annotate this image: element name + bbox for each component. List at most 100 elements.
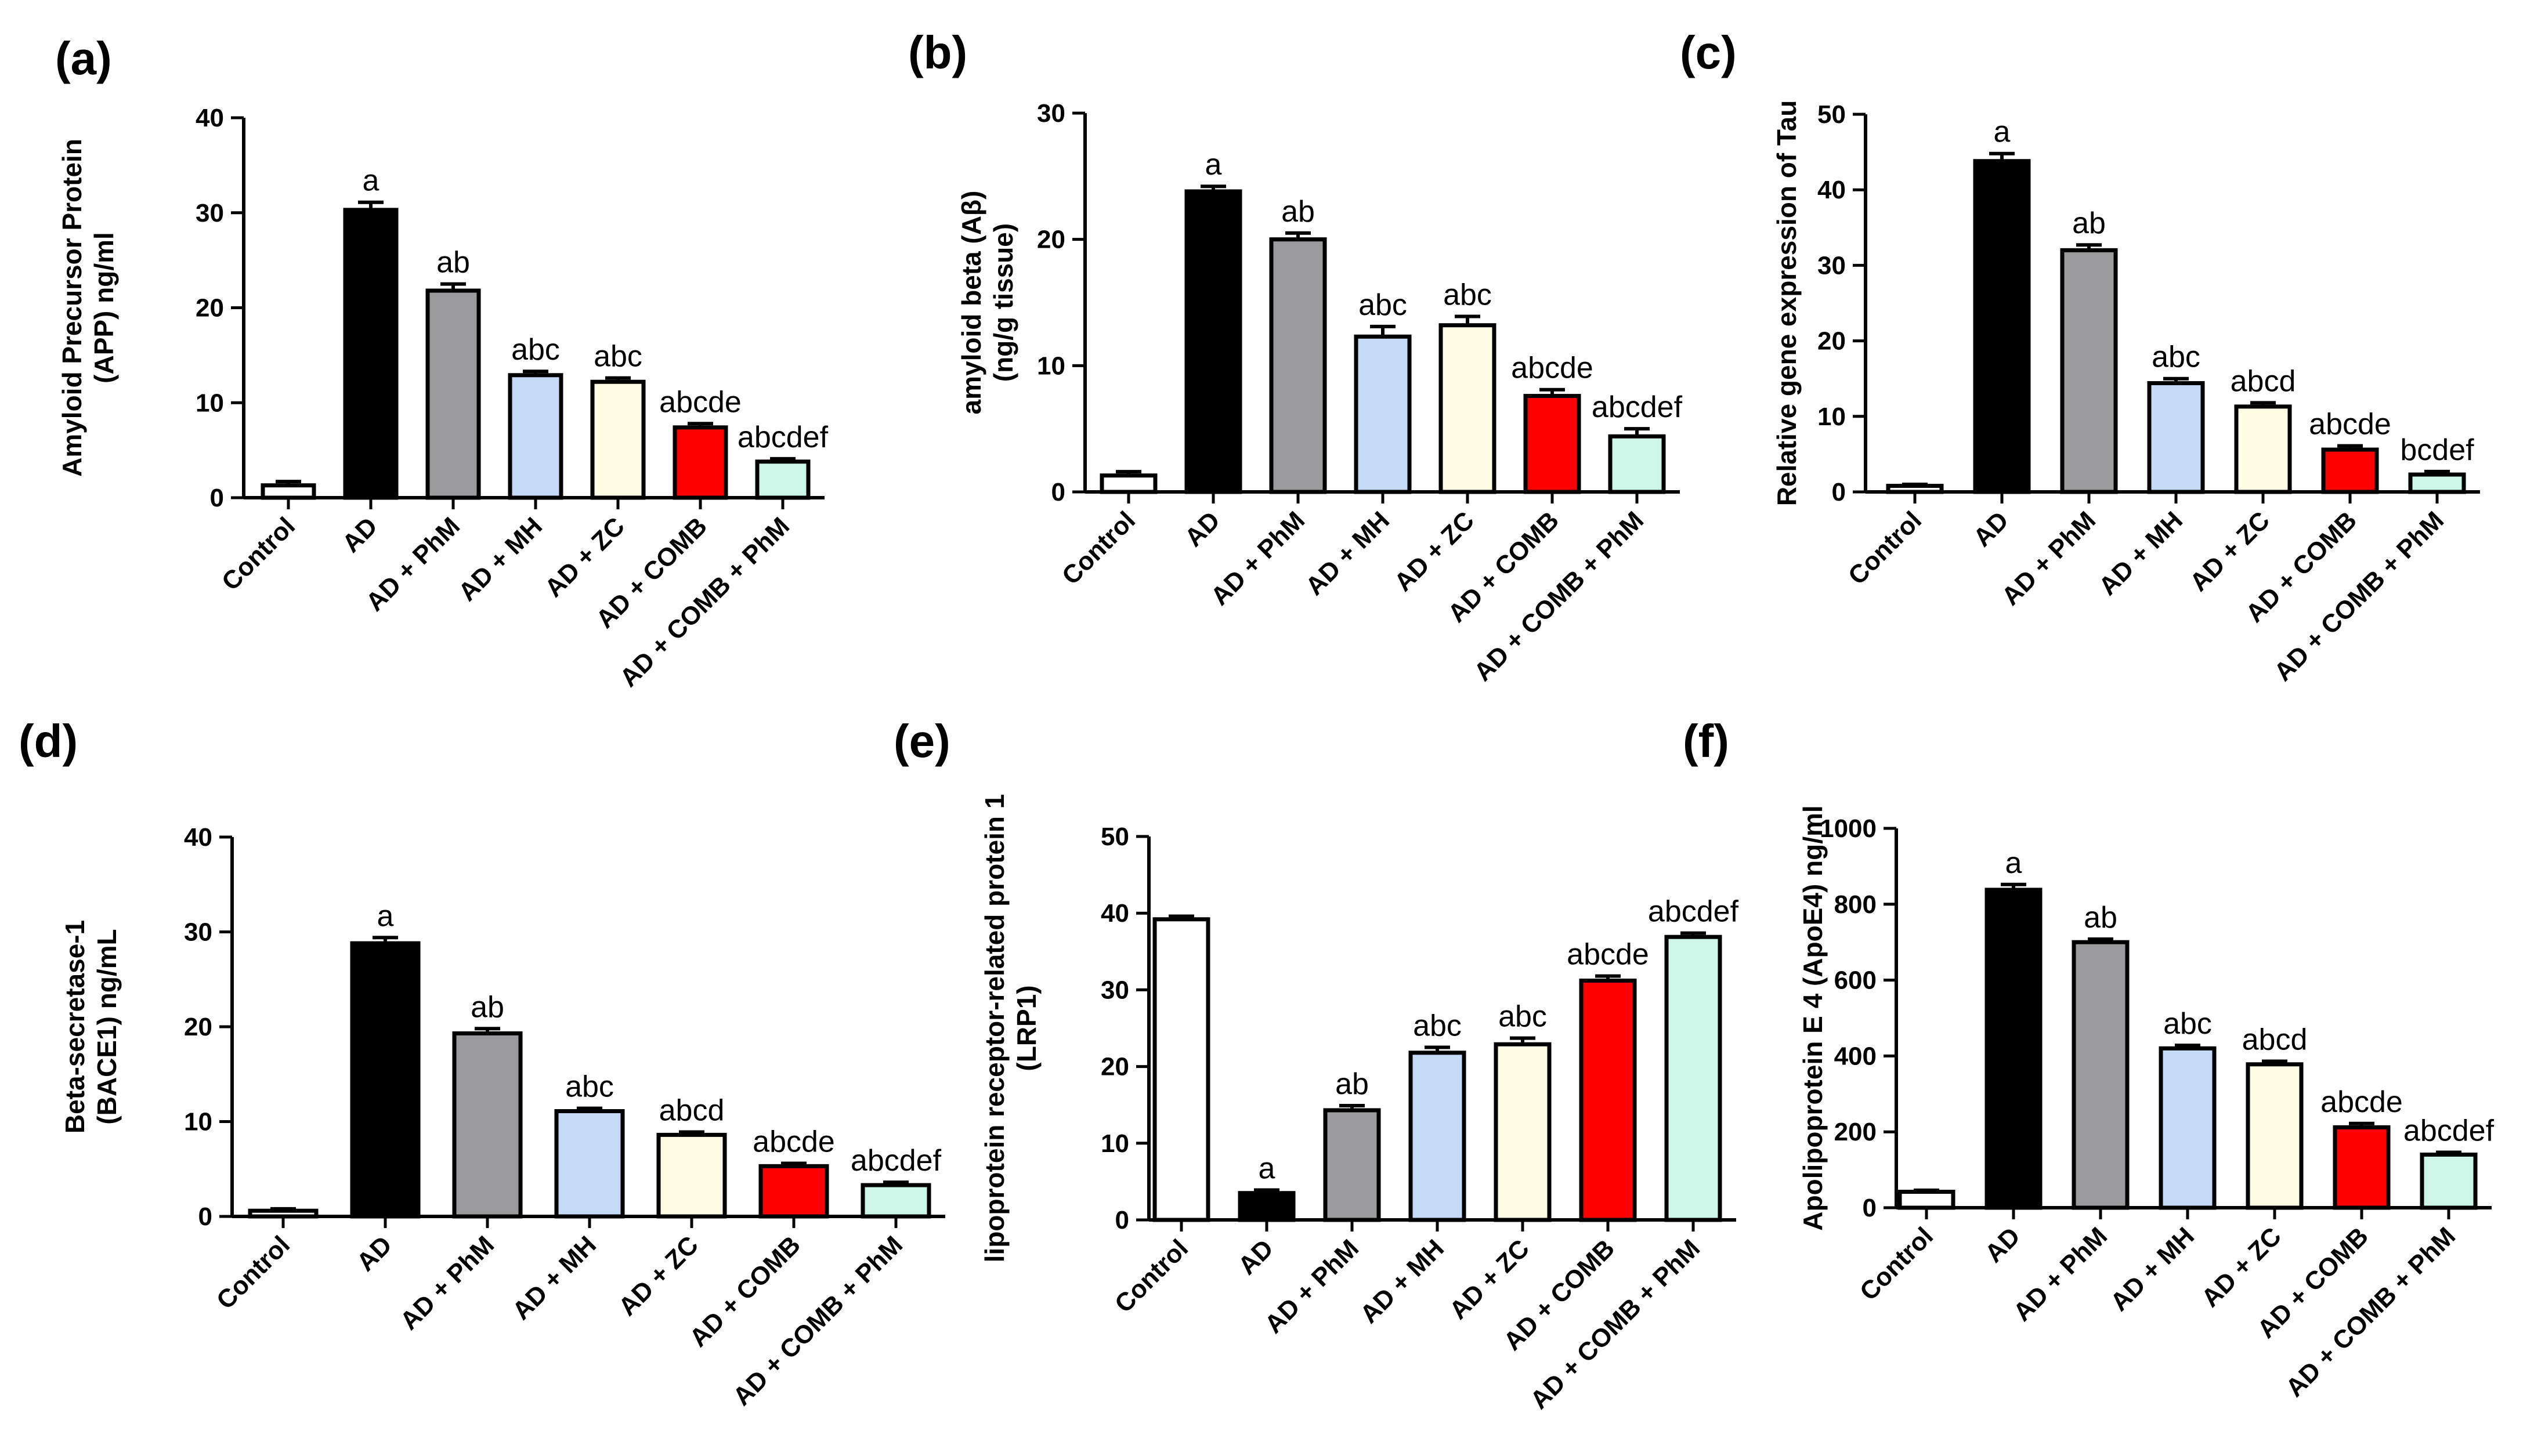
significance-label: a [1259, 1151, 1275, 1185]
y-tick-label: 10 [1817, 403, 1846, 431]
bar-ad-mh [2159, 1046, 2217, 1210]
category-label: AD [1979, 1222, 2026, 1268]
significance-label: abcd [2231, 364, 2296, 398]
bar-ad-comb [758, 1164, 829, 1219]
panel-letter: (f) [1683, 715, 1729, 767]
category-label: AD + COMB + PhM [728, 1230, 908, 1411]
bar-ad [1184, 189, 1242, 494]
significance-label: abcde [753, 1125, 835, 1158]
significance-label: abc [1358, 288, 1407, 322]
bar-ad-comb-phm [2408, 472, 2466, 494]
y-tick-label: 0 [1115, 1206, 1129, 1234]
bar-ad-comb-phm [755, 459, 811, 500]
y-axis-label: Relative gene expression of Tau [1772, 100, 1802, 506]
bar-ad [343, 208, 399, 500]
significance-label: a [363, 164, 379, 198]
bar-ad-zc [2234, 404, 2292, 494]
bar-ad-comb-phm [2420, 1152, 2478, 1210]
category-label: Control [216, 512, 301, 596]
category-label: Control [1855, 1222, 1939, 1306]
y-tick-label: 0 [198, 1203, 212, 1231]
bar-ad-phm [452, 1031, 523, 1219]
significance-label: abc [1498, 1000, 1547, 1034]
significance-label: a [1205, 148, 1222, 182]
category-label: AD + ZC [2196, 1222, 2287, 1313]
y-tick-label: 20 [196, 294, 224, 323]
bar-ad [350, 941, 421, 1219]
bar-ad-phm [1323, 1108, 1381, 1222]
bar-ad-zc [1494, 1042, 1552, 1222]
y-tick-label: 10 [1037, 352, 1065, 380]
category-label: AD + COMB + PhM [1469, 506, 1649, 686]
category-label: AD + MH [1355, 1234, 1449, 1328]
bar-ad-comb [1523, 394, 1581, 494]
y-tick-label: 800 [1834, 890, 1877, 919]
chart-panel-3: (c) Relative gene expression of Tau 0 10 20 3… [1680, 27, 2480, 687]
category-label: AD + MH [453, 512, 548, 606]
y-tick-label: 10 [1101, 1129, 1129, 1158]
significance-label: abc [565, 1070, 614, 1104]
y-axis-label: (ng/g tissue) [988, 223, 1018, 382]
category-label: AD [1179, 506, 1226, 552]
category-label: AD + MH [507, 1230, 602, 1325]
significance-label: abc [511, 333, 560, 367]
panel-letter: (e) [894, 715, 950, 767]
significance-label: ab [1281, 195, 1315, 229]
significance-label: abcdef [2403, 1114, 2495, 1148]
significance-label: a [1994, 115, 2011, 149]
bar-ad-comb [673, 425, 728, 500]
y-tick-label: 30 [1101, 976, 1129, 1004]
bar-ad [1973, 159, 2031, 494]
bar-ad-mh [508, 373, 563, 500]
category-label: AD + ZC [2185, 506, 2276, 597]
significance-label: abcdef [1592, 390, 1683, 424]
category-label: AD + COMB + PhM [1525, 1234, 1705, 1414]
significance-label: abc [2163, 1007, 2212, 1041]
significance-label: abc [1413, 1009, 1462, 1043]
bar-ad-mh [554, 1109, 625, 1219]
bar-control [1152, 917, 1210, 1222]
bar-ad-comb-phm [1664, 935, 1722, 1222]
chart-panel-4: (d) Beta-secretase-1 (BACE1) ng/mL 0 10 20 30 4… [19, 715, 945, 1411]
bar-ad-mh [1354, 334, 1412, 494]
y-axis-label: Amyloid Precursor Protein [57, 139, 87, 477]
y-tick-label: 10 [184, 1108, 212, 1136]
bar-ad-comb [2321, 447, 2379, 494]
significance-label: abcd [2242, 1023, 2308, 1057]
y-tick-label: 10 [196, 389, 224, 417]
significance-label: abc [2152, 341, 2200, 374]
category-label: AD + PhM [395, 1230, 500, 1335]
bar-ad-zc [1438, 323, 1496, 494]
category-label: Control [1109, 1234, 1194, 1318]
significance-label: abcdef [851, 1144, 942, 1178]
y-tick-label: 20 [1101, 1053, 1129, 1081]
category-label: AD + MH [2105, 1222, 2200, 1316]
y-axis-label: amyloid beta (Aβ) [956, 191, 986, 415]
category-label: Control [1057, 506, 1141, 590]
bar-ad-phm [2060, 248, 2118, 494]
category-label: AD [337, 512, 383, 558]
bar-ad [1984, 888, 2043, 1210]
significance-label: abcde [2320, 1085, 2403, 1119]
y-axis-label: Beta-secretase-1 [60, 920, 90, 1133]
significance-label: abcdef [738, 421, 829, 454]
y-axis-label: (APP) ng/ml [89, 232, 119, 383]
bar-ad-comb-phm [861, 1183, 931, 1219]
bar-control [1100, 473, 1158, 494]
y-tick-label: 0 [1863, 1194, 1877, 1222]
y-tick-label: 30 [1037, 99, 1065, 128]
category-label: AD [1232, 1234, 1279, 1280]
y-tick-label: 400 [1834, 1042, 1877, 1070]
category-label: AD + PhM [2008, 1222, 2113, 1327]
category-label: AD + COMB + PhM [2280, 1222, 2461, 1402]
significance-label: abc [594, 340, 642, 374]
y-tick-label: 30 [1817, 251, 1846, 280]
significance-label: bcdef [2400, 433, 2474, 467]
bar-control [248, 1208, 319, 1219]
significance-label: ab [2072, 207, 2106, 240]
significance-label: ab [471, 990, 504, 1024]
significance-label: ab [1335, 1067, 1369, 1101]
y-axis-label: (LRP1) [1011, 985, 1042, 1071]
bar-ad-zc [656, 1132, 727, 1219]
category-label: AD + ZC [1444, 1234, 1535, 1325]
